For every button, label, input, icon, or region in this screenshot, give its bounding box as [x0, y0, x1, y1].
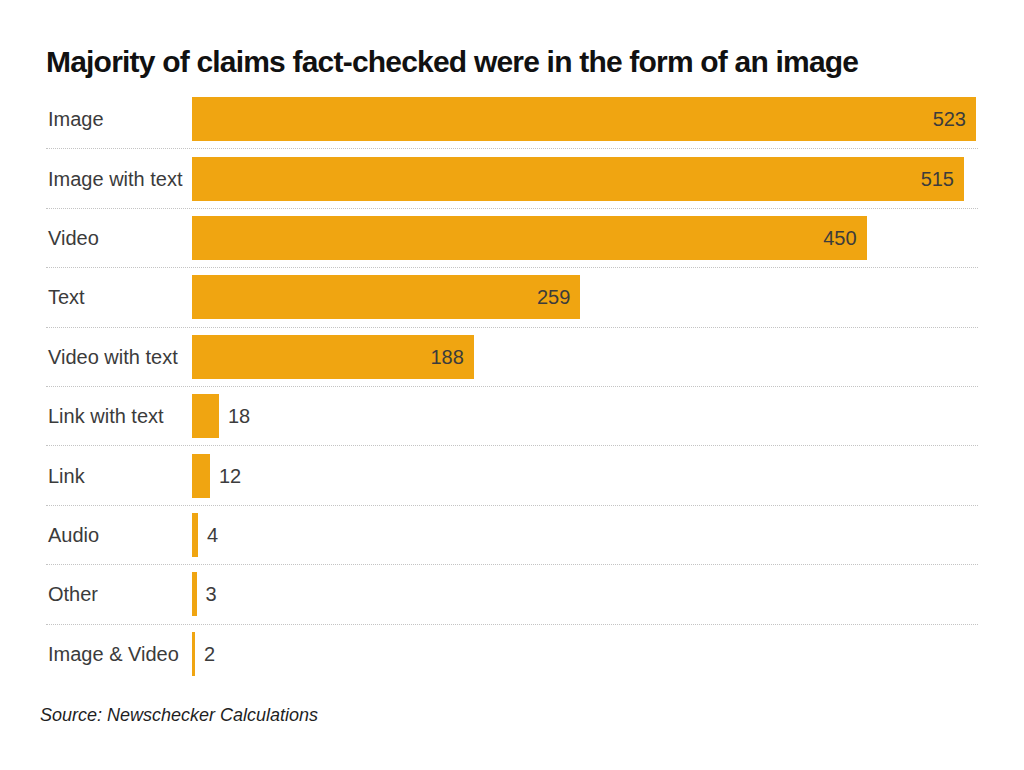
bar-value: 450 [823, 228, 866, 248]
bar-value: 515 [921, 169, 964, 189]
bar-area: 450 [192, 216, 978, 260]
bar [192, 632, 195, 676]
bar-area: 259 [192, 275, 978, 319]
category-label: Link [46, 466, 192, 486]
category-label: Text [46, 287, 192, 307]
bar [192, 454, 210, 498]
bar-value: 12 [219, 466, 241, 486]
bar-area: 12 [192, 454, 978, 498]
chart-row: Image 523 [46, 90, 978, 149]
bar-area: 188 [192, 335, 978, 379]
category-label: Image [46, 109, 192, 129]
bar-value: 259 [537, 287, 580, 307]
chart-row: Audio 4 [46, 506, 978, 565]
category-label: Image with text [46, 169, 192, 189]
bar-area: 2 [192, 632, 978, 676]
source-note: Source: Newschecker Calculations [40, 703, 318, 727]
chart-row: Link 12 [46, 446, 978, 505]
bar [192, 572, 197, 616]
bar: 450 [192, 216, 867, 260]
infographic: Majority of claims fact-checked were in … [0, 0, 1024, 770]
bar: 259 [192, 275, 580, 319]
category-label: Video [46, 228, 192, 248]
bar: 515 [192, 157, 964, 201]
bar-value: 523 [933, 109, 976, 129]
bar-area: 523 [192, 97, 978, 141]
chart-row: Image with text 515 [46, 149, 978, 208]
category-label: Audio [46, 525, 192, 545]
chart-row: Text 259 [46, 268, 978, 327]
bar-area: 18 [192, 394, 978, 438]
chart-row: Image & Video 2 [46, 625, 978, 684]
bar-value: 18 [228, 406, 250, 426]
bar-area: 515 [192, 157, 978, 201]
bar [192, 513, 198, 557]
bar-chart: Image 523 Image with text 515 Video 450 Text 25… [46, 90, 978, 684]
category-label: Link with text [46, 406, 192, 426]
chart-row: Video 450 [46, 209, 978, 268]
category-label: Image & Video [46, 644, 192, 664]
bar-value: 3 [206, 584, 217, 604]
bar [192, 394, 219, 438]
bar-area: 3 [192, 572, 978, 616]
chart-row: Link with text 18 [46, 387, 978, 446]
page-title: Majority of claims fact-checked were in … [46, 44, 978, 80]
category-label: Other [46, 584, 192, 604]
category-label: Video with text [46, 347, 192, 367]
bar-value: 188 [430, 347, 473, 367]
bar-value: 2 [204, 644, 215, 664]
bar: 523 [192, 97, 976, 141]
bar: 188 [192, 335, 474, 379]
chart-row: Other 3 [46, 565, 978, 624]
bar-area: 4 [192, 513, 978, 557]
chart-row: Video with text 188 [46, 328, 978, 387]
bar-value: 4 [207, 525, 218, 545]
